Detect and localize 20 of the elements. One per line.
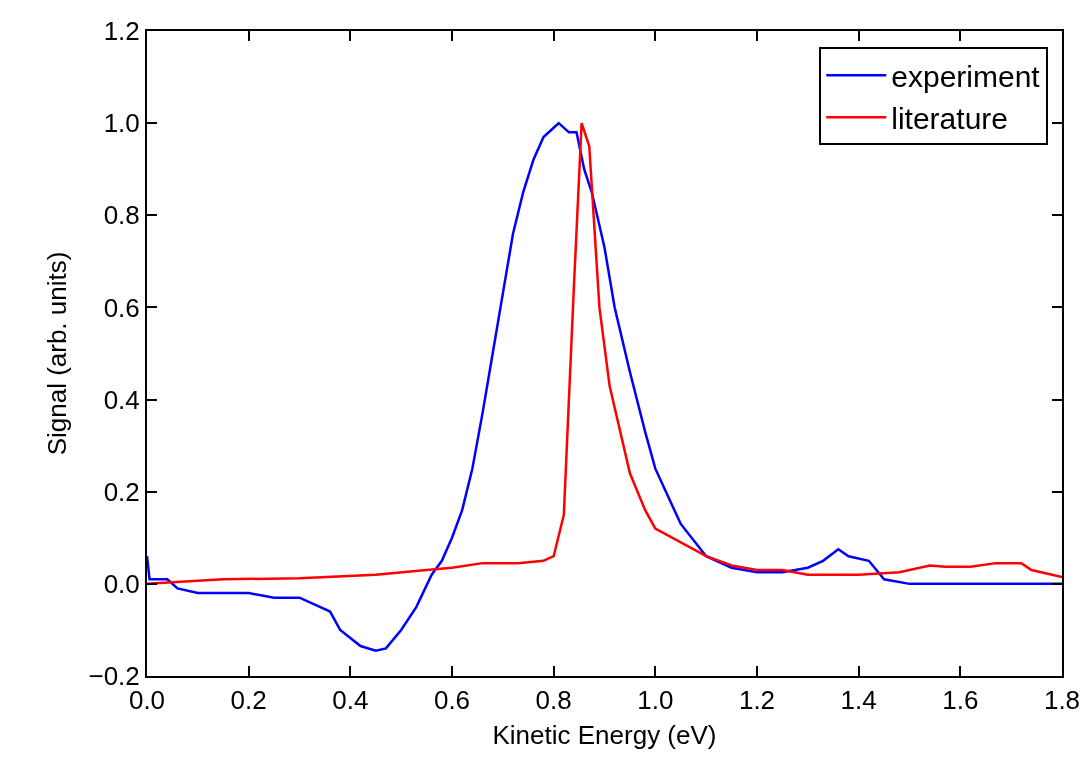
y-axis-title: Signal (arb. units) <box>42 251 73 456</box>
legend-label: experiment <box>891 59 1041 93</box>
x-tick-label: 1.8 <box>1043 685 1081 716</box>
x-tick-label: 0.6 <box>433 685 471 716</box>
y-tick-label: 0.8 <box>103 200 140 231</box>
legend-label: literature <box>891 101 1008 135</box>
y-tick-label: 1.0 <box>103 108 140 139</box>
x-tick-label: 0.4 <box>332 685 369 716</box>
x-tick-label: 1.0 <box>637 685 674 716</box>
x-tick-label: 0.8 <box>535 685 572 716</box>
x-tick-label: 1.4 <box>840 685 877 716</box>
y-tick-label: 0.4 <box>103 384 140 415</box>
x-tick-label: 1.6 <box>942 685 979 716</box>
x-axis-title: Kinetic Energy (eV) <box>492 720 717 751</box>
y-tick-label: 0.0 <box>103 568 140 599</box>
y-tick-label: 1.2 <box>103 16 140 47</box>
x-tick-label: 1.2 <box>738 685 776 716</box>
y-tick-label: 0.2 <box>103 476 140 507</box>
y-tick-label: 0.6 <box>103 292 140 323</box>
x-tick-label: 0.2 <box>230 685 267 716</box>
